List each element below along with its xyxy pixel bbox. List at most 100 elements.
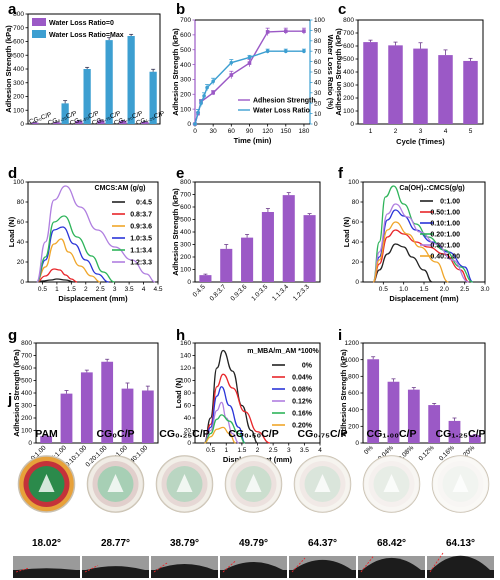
contact-angle: 28.77° [101, 538, 130, 549]
y-tick-label: 400 [343, 69, 354, 76]
series-line [36, 226, 109, 283]
panel-label-a: a [8, 1, 17, 18]
x-tick-label: 4 [142, 286, 146, 293]
y-tick-label: 500 [180, 47, 191, 54]
series-line [36, 278, 75, 283]
y-tick-label: 0 [355, 279, 359, 286]
x-tick-label: 0 [193, 128, 197, 135]
y-tick-label: 70 [314, 48, 322, 55]
legend-label: 0.10:1.00 [430, 221, 460, 228]
data-point [211, 79, 215, 84]
panel-label-c: c [338, 1, 346, 18]
droplet [86, 566, 145, 570]
category-label: 0.12% [418, 444, 436, 462]
legend-label: 0.16% [292, 411, 313, 418]
data-point [283, 29, 288, 33]
bar [241, 237, 254, 282]
x-tick-label: 3 [287, 447, 291, 454]
data-point [302, 29, 306, 33]
substrate [289, 570, 356, 578]
y-tick-label: 300 [180, 242, 191, 249]
y-tick-label: 1200 [345, 340, 360, 347]
bar [119, 120, 127, 124]
tangent-line [222, 560, 237, 573]
bar [53, 122, 61, 124]
droplet [293, 559, 352, 570]
y-tick-label: 160 [180, 340, 191, 347]
legend-label: 1.2:3.3 [130, 260, 152, 267]
data-point [211, 91, 215, 95]
bar [141, 390, 154, 443]
bar [149, 71, 157, 124]
y-tick-label: 600 [343, 43, 354, 50]
y-tick-label: 400 [180, 62, 191, 69]
chart-d: 0 20 40 60 80 100 Load (N) 0.5 1 1.5 2 2.5 3 3.5 4 4.5 D… [7, 179, 163, 303]
x-tick-label: 1 [55, 286, 59, 293]
bar [60, 393, 73, 443]
y-axis-label: Adhesion Strength (kPa) [4, 25, 13, 113]
legend-label: 0.04% [292, 375, 313, 382]
x-axis-label: Time (min) [234, 136, 272, 145]
x-tick-label: 1.5 [419, 286, 428, 293]
y-tick-label: 200 [343, 95, 354, 102]
y-tick-label: 0 [187, 121, 191, 128]
bar [388, 45, 403, 124]
droplet [155, 564, 214, 570]
bar [61, 103, 69, 124]
y-tick-label: 700 [343, 30, 354, 37]
bar [101, 361, 114, 443]
disc-haze [294, 456, 351, 512]
bar [261, 212, 274, 282]
y-tick-label: 0 [350, 121, 354, 128]
legend-label: 0.08% [292, 387, 313, 394]
bar [80, 372, 93, 443]
x-tick-label: 0.5 [379, 286, 388, 293]
x-tick-label: 90 [246, 128, 254, 135]
series-line [204, 426, 236, 444]
series-line [204, 401, 239, 444]
tangent-line [153, 562, 168, 573]
category-label: 1 [369, 128, 373, 135]
y-tick-label: 0 [355, 440, 359, 447]
y-tick-label: 800 [21, 340, 32, 347]
y-tick-label: 200 [180, 254, 191, 261]
droplet [224, 561, 283, 570]
data-point [283, 49, 288, 53]
legend-label: Adhesion Strength [253, 98, 316, 105]
y-tick-label: 700 [13, 25, 24, 32]
droplet [431, 555, 490, 570]
y-tick-label: 60 [314, 59, 322, 66]
y-tick-label: 40 [17, 239, 25, 246]
bar [97, 120, 105, 124]
data-point [196, 110, 200, 115]
bar [105, 40, 113, 124]
panel-label-i: i [338, 327, 342, 344]
droplet [17, 568, 76, 570]
y-tick-label: 400 [21, 390, 32, 397]
y-axis-label: Load (N) [342, 216, 351, 247]
x-tick-label: 180 [299, 128, 310, 135]
disc-haze [225, 456, 282, 512]
tangent-line [429, 552, 444, 573]
y-tick-label: 700 [21, 353, 32, 360]
droplet [362, 557, 421, 570]
legend-label: 0.9:3.6 [130, 224, 152, 231]
y-tick-label: 100 [13, 179, 24, 186]
data-point [247, 55, 252, 60]
y-tick-label: 100 [13, 107, 24, 114]
disc-haze [363, 456, 420, 512]
x-tick-label: 4 [318, 447, 322, 454]
legend-title: m_MBA/m_AM *100% [247, 348, 319, 355]
legend-title: CMCS:AM (g/g) [95, 185, 146, 192]
tangent-line [291, 557, 306, 573]
category-label: 1.1:3.4 [271, 283, 290, 302]
y-tick-label: 40 [314, 80, 322, 87]
series-line [36, 215, 115, 283]
y-tick-label: 300 [21, 403, 32, 410]
sample-disc [86, 455, 145, 513]
x-tick-label: 2.5 [460, 286, 469, 293]
substrate [427, 570, 494, 578]
y-tick-label: 10 [314, 111, 322, 118]
